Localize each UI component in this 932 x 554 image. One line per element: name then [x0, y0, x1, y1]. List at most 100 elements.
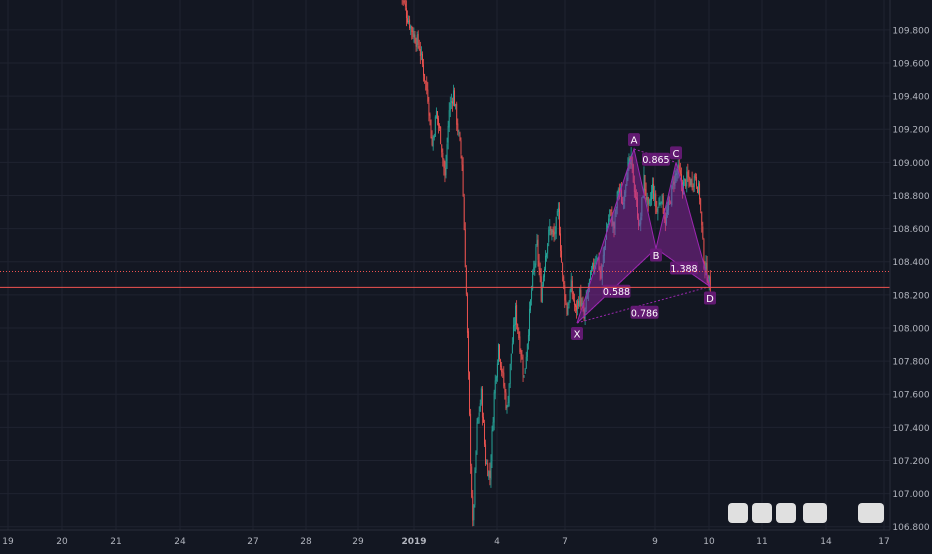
x-tick-label: 9 [652, 537, 658, 547]
candle-body [531, 290, 533, 300]
candle-body [687, 171, 689, 178]
candle-body [647, 196, 649, 205]
candle-body [425, 81, 427, 83]
x-tick-label: 19 [2, 537, 14, 547]
candle-body [470, 413, 472, 466]
candle-body [596, 257, 598, 263]
candle-body [423, 64, 424, 76]
candle-body [419, 49, 421, 57]
candle-body [410, 25, 412, 29]
event-marker-icon[interactable] [803, 503, 827, 523]
candle-body [709, 276, 711, 292]
candle-body [538, 260, 540, 270]
candle-body [688, 175, 690, 180]
candle-body [570, 279, 572, 292]
candle-body [646, 196, 648, 201]
candle-body [493, 392, 495, 423]
candle-body [547, 243, 549, 254]
candle-body [653, 184, 655, 199]
candle-body [517, 324, 519, 331]
candle-body [454, 90, 456, 107]
price-axis-labels: 109.800 109.600 109.400 109.200 109.000 108.8… [892, 26, 929, 533]
candle-body [469, 372, 470, 415]
candle-body [651, 191, 652, 201]
candle-body [599, 268, 601, 273]
candle-body [527, 334, 529, 344]
candle-body [433, 135, 435, 139]
candle-body [590, 271, 591, 280]
candle-body [460, 140, 462, 155]
candle-body [610, 209, 612, 212]
candle-body [427, 89, 429, 102]
x-tick-label: 27 [247, 537, 258, 547]
pattern-ratio-badge [602, 284, 631, 298]
candle-body [405, 8, 407, 19]
candle-body [580, 290, 582, 307]
candle-body [558, 208, 560, 235]
candle-body [409, 19, 411, 29]
candle-body [532, 271, 534, 290]
candle-body [523, 375, 525, 377]
candle-body [453, 90, 454, 105]
y-tick-label: 108.800 [892, 192, 929, 202]
candle-body [505, 392, 507, 409]
candle-body [613, 222, 615, 230]
candle-body [579, 289, 581, 306]
candle-body [654, 193, 656, 200]
candle-body [438, 118, 439, 126]
candle-body [694, 174, 696, 179]
candle-body [615, 208, 617, 214]
candle-body [518, 331, 520, 339]
event-markers[interactable] [728, 503, 884, 523]
candle-body [588, 278, 590, 286]
candle-body [640, 217, 642, 225]
candle-body [680, 173, 682, 184]
candle-body [668, 201, 670, 211]
time-axis[interactable] [0, 530, 932, 550]
candle-body [472, 496, 474, 521]
price-axis[interactable] [890, 0, 932, 550]
candle-body [675, 173, 677, 176]
candle-body [652, 183, 653, 193]
candle-body [636, 196, 637, 200]
event-marker-icon[interactable] [728, 503, 748, 523]
candle-body [488, 471, 490, 478]
x-tick-label: 24 [174, 537, 186, 547]
pattern-point-badge [571, 326, 583, 340]
event-marker-icon[interactable] [776, 503, 796, 523]
candle-body [484, 423, 485, 445]
candle-body [471, 466, 473, 497]
candle-body [496, 363, 498, 378]
candle-body [609, 209, 611, 218]
candle-body [508, 383, 510, 403]
candle-body [461, 155, 463, 165]
y-tick-label: 107.800 [892, 358, 929, 368]
candle-body [586, 292, 588, 298]
candle-body [495, 376, 497, 382]
candle-body [413, 33, 415, 38]
candle-body [497, 344, 499, 363]
harmonic-pattern[interactable]: X A B C D 0.865 0.588 1.388 0.786 [571, 133, 716, 340]
candle-body [432, 137, 434, 147]
event-marker-icon[interactable] [858, 503, 884, 523]
pattern-point-label: A [631, 136, 638, 147]
candle-body [521, 356, 523, 360]
candle-body [672, 181, 674, 186]
candle-body [562, 263, 564, 275]
candle-body [439, 125, 441, 129]
event-marker-icon[interactable] [752, 503, 772, 523]
candle-body [659, 202, 661, 204]
candle-body [494, 380, 496, 394]
pattern-xd-line [576, 286, 711, 324]
y-tick-label: 108.200 [892, 291, 929, 301]
candle-body [435, 110, 437, 118]
candle-body [601, 264, 603, 279]
candle-body [572, 292, 574, 301]
candle-body [499, 345, 500, 360]
candle-body [457, 123, 459, 133]
candle-body [564, 284, 566, 301]
candle-body [424, 73, 426, 81]
candle-body [707, 280, 709, 285]
